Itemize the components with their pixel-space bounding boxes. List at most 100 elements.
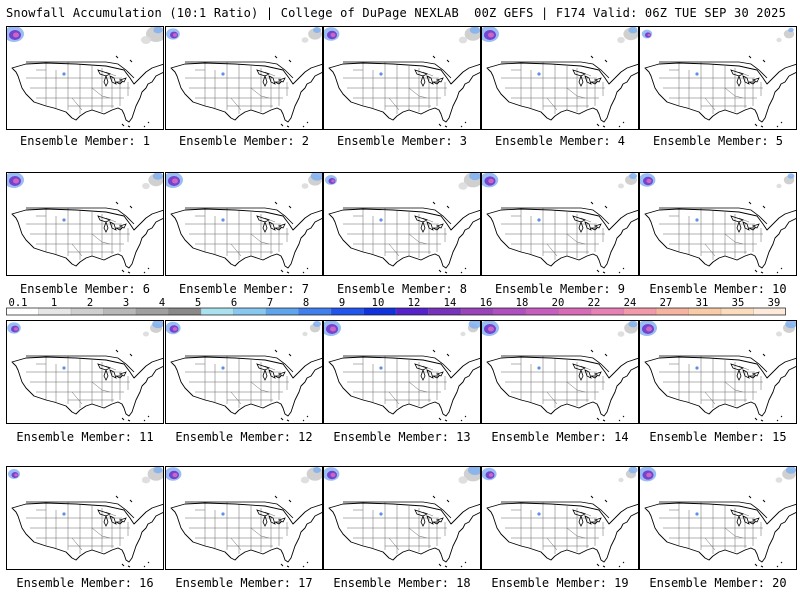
- international-border: [501, 61, 610, 79]
- great-lake: [420, 220, 426, 233]
- great-lake: [590, 375, 598, 379]
- snow-area-very-heavy: [646, 326, 652, 332]
- island: [306, 415, 309, 418]
- coastline: [328, 208, 481, 269]
- panel-frame: [481, 172, 639, 276]
- snow-area-spot: [695, 218, 699, 222]
- island: [302, 271, 305, 274]
- island: [129, 499, 133, 503]
- snow-area-light: [775, 477, 783, 483]
- snow-area-light: [618, 477, 624, 483]
- great-lake: [593, 77, 602, 83]
- state-boundary: [408, 527, 428, 539]
- state-boundary: [105, 217, 117, 223]
- international-border: [501, 355, 610, 373]
- great-lake: [742, 221, 750, 231]
- snow-area-light: [458, 36, 468, 44]
- ensemble-member-map: [481, 26, 639, 130]
- snow-area-very-heavy: [172, 327, 178, 331]
- great-lake: [748, 521, 756, 525]
- island: [780, 415, 783, 418]
- island: [748, 201, 752, 205]
- island: [115, 201, 119, 205]
- great-lake: [593, 371, 602, 377]
- island: [780, 267, 783, 270]
- state-boundary: [724, 87, 744, 99]
- snowfall-map: [323, 26, 481, 130]
- great-lake: [748, 375, 756, 379]
- island: [302, 125, 305, 128]
- coastline: [11, 502, 164, 563]
- state-boundary: [580, 217, 592, 223]
- island: [143, 419, 146, 422]
- snow-area-light: [301, 37, 309, 43]
- great-lake: [97, 69, 112, 77]
- scale-swatch: [168, 307, 202, 316]
- scale-tick-label: 16: [480, 297, 493, 309]
- international-border: [343, 501, 452, 519]
- island: [147, 267, 150, 270]
- island: [618, 271, 621, 274]
- great-lake: [751, 371, 760, 377]
- island: [596, 417, 600, 421]
- great-lake: [432, 375, 440, 379]
- great-lake: [97, 509, 112, 517]
- scale-swatch: [298, 307, 332, 316]
- island: [460, 419, 463, 422]
- ensemble-member-map: [165, 320, 323, 424]
- island: [288, 499, 292, 503]
- island: [602, 125, 606, 128]
- great-lake: [572, 69, 587, 77]
- snowfall-map: [481, 172, 639, 276]
- international-border: [185, 501, 294, 519]
- state-boundary: [580, 365, 592, 371]
- state-boundary: [546, 537, 558, 551]
- island: [274, 349, 278, 353]
- great-lake: [414, 69, 429, 77]
- ensemble-member-map: [481, 172, 639, 276]
- snow-area-very-heavy: [173, 33, 177, 37]
- island: [618, 565, 621, 568]
- great-lake: [435, 371, 444, 377]
- panel-caption: Ensemble Member: 7: [178, 282, 310, 296]
- state-boundary: [388, 537, 400, 551]
- great-lake: [262, 74, 268, 87]
- island: [460, 271, 463, 274]
- state-boundary: [230, 537, 242, 551]
- state-boundary: [250, 233, 270, 245]
- snow-area-moderate: [787, 173, 795, 179]
- great-lake: [97, 363, 112, 371]
- island: [274, 201, 278, 205]
- snowfall-map: [6, 172, 164, 276]
- scale-swatch: [265, 307, 300, 316]
- island: [762, 499, 766, 503]
- island: [760, 271, 764, 274]
- coastline: [11, 208, 164, 269]
- snow-area-spot: [537, 218, 541, 222]
- international-border: [185, 355, 294, 373]
- snow-area-very-heavy: [488, 473, 494, 477]
- great-lake: [426, 75, 434, 85]
- panel-frame: [639, 26, 797, 130]
- state-boundary: [704, 391, 716, 405]
- great-lake: [742, 515, 750, 525]
- island: [432, 55, 436, 59]
- island: [432, 349, 436, 353]
- scale-tick-label: 2: [87, 297, 93, 309]
- island: [432, 201, 436, 205]
- great-lake: [103, 368, 109, 381]
- state-boundary: [250, 381, 270, 393]
- panel-caption: Ensemble Member: 5: [652, 134, 784, 148]
- panel-frame: [165, 320, 323, 424]
- snow-area-spot: [537, 72, 541, 76]
- coastline: [170, 356, 323, 417]
- snow-area-moderate: [785, 466, 797, 474]
- island: [280, 123, 284, 127]
- state-boundary: [724, 381, 744, 393]
- snow-area-light: [143, 331, 149, 337]
- island: [432, 495, 436, 499]
- great-lake: [103, 514, 109, 527]
- snow-area-moderate: [153, 26, 163, 34]
- state-boundary: [546, 243, 558, 257]
- scale-tick-label: 8: [303, 297, 309, 309]
